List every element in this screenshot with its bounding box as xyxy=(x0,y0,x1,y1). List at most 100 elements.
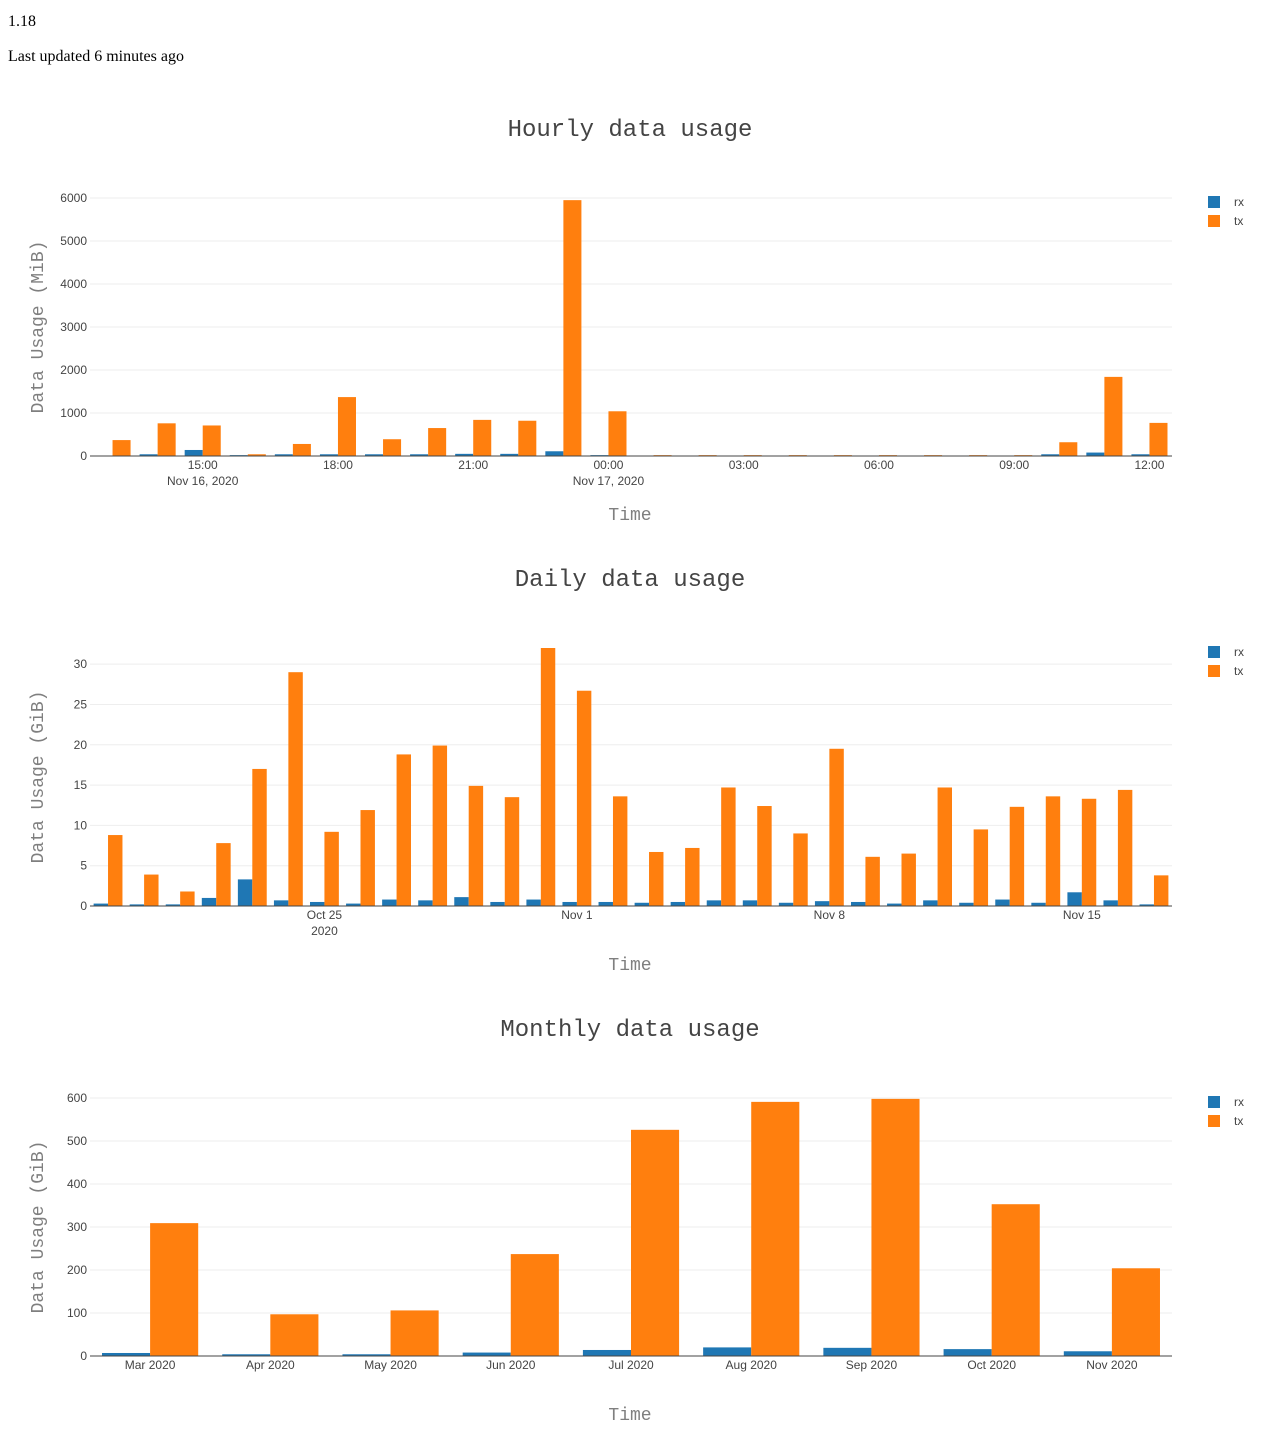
bar-tx[interactable] xyxy=(292,443,311,456)
bar-rx[interactable] xyxy=(562,901,577,906)
bar-rx[interactable] xyxy=(742,900,758,906)
bar-tx[interactable] xyxy=(202,425,221,456)
legend-swatch-tx[interactable] xyxy=(1208,665,1220,677)
bar-rx[interactable] xyxy=(310,901,325,906)
bar-rx[interactable] xyxy=(184,449,203,456)
bar-tx[interactable] xyxy=(252,768,267,906)
bar-rx[interactable] xyxy=(1067,892,1082,906)
monthly-chart-svg[interactable]: Monthly data usage 0 100 200 300 400 500 600 Mar… xyxy=(0,990,1270,1440)
bar-tx[interactable] xyxy=(180,891,195,906)
bar-tx[interactable] xyxy=(865,856,880,906)
bar-tx[interactable] xyxy=(685,847,700,906)
bar-rx[interactable] xyxy=(923,900,938,906)
bar-tx[interactable] xyxy=(396,754,411,906)
bar-tx[interactable] xyxy=(428,428,447,456)
bar-tx[interactable] xyxy=(1059,442,1078,456)
bar-rx[interactable] xyxy=(814,901,830,906)
legend-swatch-rx[interactable] xyxy=(1208,646,1220,658)
bar-tx[interactable] xyxy=(1009,806,1025,906)
bar-tx[interactable] xyxy=(1149,422,1168,456)
bar-tx[interactable] xyxy=(360,810,375,906)
bar-tx[interactable] xyxy=(540,648,556,906)
bar-tx[interactable] xyxy=(337,397,356,456)
bar-tx[interactable] xyxy=(649,851,664,906)
bar-rx[interactable] xyxy=(582,1349,631,1356)
bar-rx[interactable] xyxy=(410,454,429,456)
legend-label-rx[interactable]: rx xyxy=(1234,645,1244,659)
bar-rx[interactable] xyxy=(274,454,293,456)
bar-rx[interactable] xyxy=(851,901,866,906)
legend-swatch-rx[interactable] xyxy=(1208,1096,1220,1108)
bar-tx[interactable] xyxy=(563,200,582,456)
bar-rx[interactable] xyxy=(634,902,650,906)
bar-rx[interactable] xyxy=(598,901,613,906)
bar-tx[interactable] xyxy=(751,1101,800,1356)
bar-tx[interactable] xyxy=(468,785,484,906)
bar-rx[interactable] xyxy=(1131,454,1150,456)
bar-rx[interactable] xyxy=(382,899,397,906)
bar-rx[interactable] xyxy=(959,902,974,906)
bar-tx[interactable] xyxy=(157,423,176,456)
bar-rx[interactable] xyxy=(703,1347,752,1356)
bar-tx[interactable] xyxy=(1117,789,1133,906)
bar-tx[interactable] xyxy=(504,797,520,906)
bar-rx[interactable] xyxy=(201,897,217,906)
bar-rx[interactable] xyxy=(365,454,384,456)
bar-tx[interactable] xyxy=(112,440,131,456)
daily-chart-svg[interactable]: Daily data usage 0 5 10 15 20 25 30 Oct 25 2020 No… xyxy=(0,540,1270,990)
bar-rx[interactable] xyxy=(93,903,109,906)
bar-tx[interactable] xyxy=(324,831,339,906)
bar-tx[interactable] xyxy=(576,690,592,906)
bar-rx[interactable] xyxy=(454,897,469,906)
bar-rx[interactable] xyxy=(545,451,564,456)
bar-tx[interactable] xyxy=(473,419,492,456)
legend-label-rx[interactable]: rx xyxy=(1234,1095,1244,1109)
bar-rx[interactable] xyxy=(418,900,433,906)
bar-tx[interactable] xyxy=(901,853,916,906)
bar-tx[interactable] xyxy=(1111,1268,1160,1356)
bar-rx[interactable] xyxy=(165,904,181,906)
bar-rx[interactable] xyxy=(943,1349,992,1356)
bar-tx[interactable] xyxy=(631,1129,680,1356)
bar-rx[interactable] xyxy=(319,454,338,456)
legend-swatch-rx[interactable] xyxy=(1208,196,1220,208)
bar-rx[interactable] xyxy=(706,900,722,906)
bar-tx[interactable] xyxy=(973,829,989,906)
bar-tx[interactable] xyxy=(829,748,844,906)
bar-rx[interactable] xyxy=(139,454,158,456)
bar-tx[interactable] xyxy=(390,1310,439,1356)
bar-tx[interactable] xyxy=(1104,376,1123,456)
legend-swatch-tx[interactable] xyxy=(1208,1115,1220,1127)
bar-rx[interactable] xyxy=(526,899,541,906)
bar-rx[interactable] xyxy=(500,453,519,456)
bar-rx[interactable] xyxy=(1031,902,1046,906)
bar-tx[interactable] xyxy=(383,439,402,456)
bar-tx[interactable] xyxy=(871,1098,920,1356)
legend-label-rx[interactable]: rx xyxy=(1234,195,1244,209)
bar-rx[interactable] xyxy=(102,1352,151,1356)
bar-tx[interactable] xyxy=(757,806,772,906)
bar-tx[interactable] xyxy=(270,1314,319,1356)
bar-rx[interactable] xyxy=(342,1354,391,1356)
legend-label-tx[interactable]: tx xyxy=(1234,1114,1243,1128)
bar-tx[interactable] xyxy=(432,745,448,906)
bar-rx[interactable] xyxy=(455,453,474,456)
bar-rx[interactable] xyxy=(778,902,794,906)
bar-tx[interactable] xyxy=(721,787,736,906)
bar-rx[interactable] xyxy=(273,900,289,906)
bar-tx[interactable] xyxy=(1045,796,1061,906)
bar-tx[interactable] xyxy=(612,796,628,906)
bar-rx[interactable] xyxy=(670,901,686,906)
legend-swatch-tx[interactable] xyxy=(1208,215,1220,227)
legend-label-tx[interactable]: tx xyxy=(1234,214,1243,228)
bar-rx[interactable] xyxy=(1103,900,1118,906)
bar-tx[interactable] xyxy=(144,874,159,906)
bar-tx[interactable] xyxy=(150,1223,199,1356)
bar-rx[interactable] xyxy=(823,1347,872,1356)
bar-rx[interactable] xyxy=(1086,452,1105,456)
legend-label-tx[interactable]: tx xyxy=(1234,664,1243,678)
bar-tx[interactable] xyxy=(991,1204,1040,1356)
bar-tx[interactable] xyxy=(1081,798,1097,906)
bar-tx[interactable] xyxy=(247,454,266,456)
bar-rx[interactable] xyxy=(129,904,145,906)
